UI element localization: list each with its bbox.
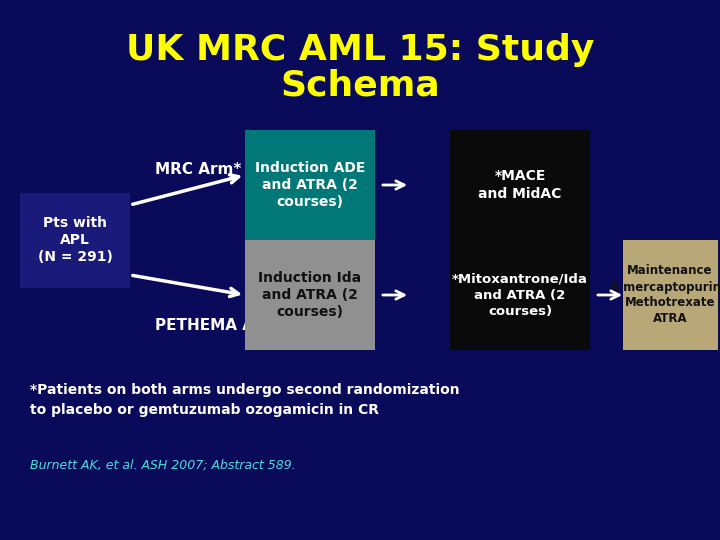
FancyBboxPatch shape	[245, 130, 375, 240]
FancyBboxPatch shape	[450, 130, 590, 240]
Text: *MACE
and MidAC: *MACE and MidAC	[478, 170, 562, 201]
Text: Induction Ida
and ATRA (2
courses): Induction Ida and ATRA (2 courses)	[258, 271, 361, 319]
Text: Schema: Schema	[280, 68, 440, 102]
Text: MRC Arm*: MRC Arm*	[155, 163, 241, 178]
Text: PETHEMA Arm*: PETHEMA Arm*	[155, 318, 285, 333]
Text: Pts with
APL
(N = 291): Pts with APL (N = 291)	[37, 215, 112, 264]
FancyBboxPatch shape	[623, 240, 718, 350]
Text: UK MRC AML 15: Study: UK MRC AML 15: Study	[126, 33, 594, 67]
Text: Induction ADE
and ATRA (2
courses): Induction ADE and ATRA (2 courses)	[255, 161, 365, 210]
Text: *Mitoxantrone/Ida
and ATRA (2
courses): *Mitoxantrone/Ida and ATRA (2 courses)	[452, 273, 588, 318]
FancyBboxPatch shape	[245, 240, 375, 350]
Text: *Patients on both arms undergo second randomization
to placebo or gemtuzumab ozo: *Patients on both arms undergo second ra…	[30, 383, 459, 417]
FancyBboxPatch shape	[20, 192, 130, 287]
FancyBboxPatch shape	[450, 240, 590, 350]
Text: Burnett AK, et al. ASH 2007; Abstract 589.: Burnett AK, et al. ASH 2007; Abstract 58…	[30, 458, 296, 471]
Text: Maintenance
6-mercaptopurine
Methotrexate
ATRA: Maintenance 6-mercaptopurine Methotrexat…	[611, 265, 720, 326]
